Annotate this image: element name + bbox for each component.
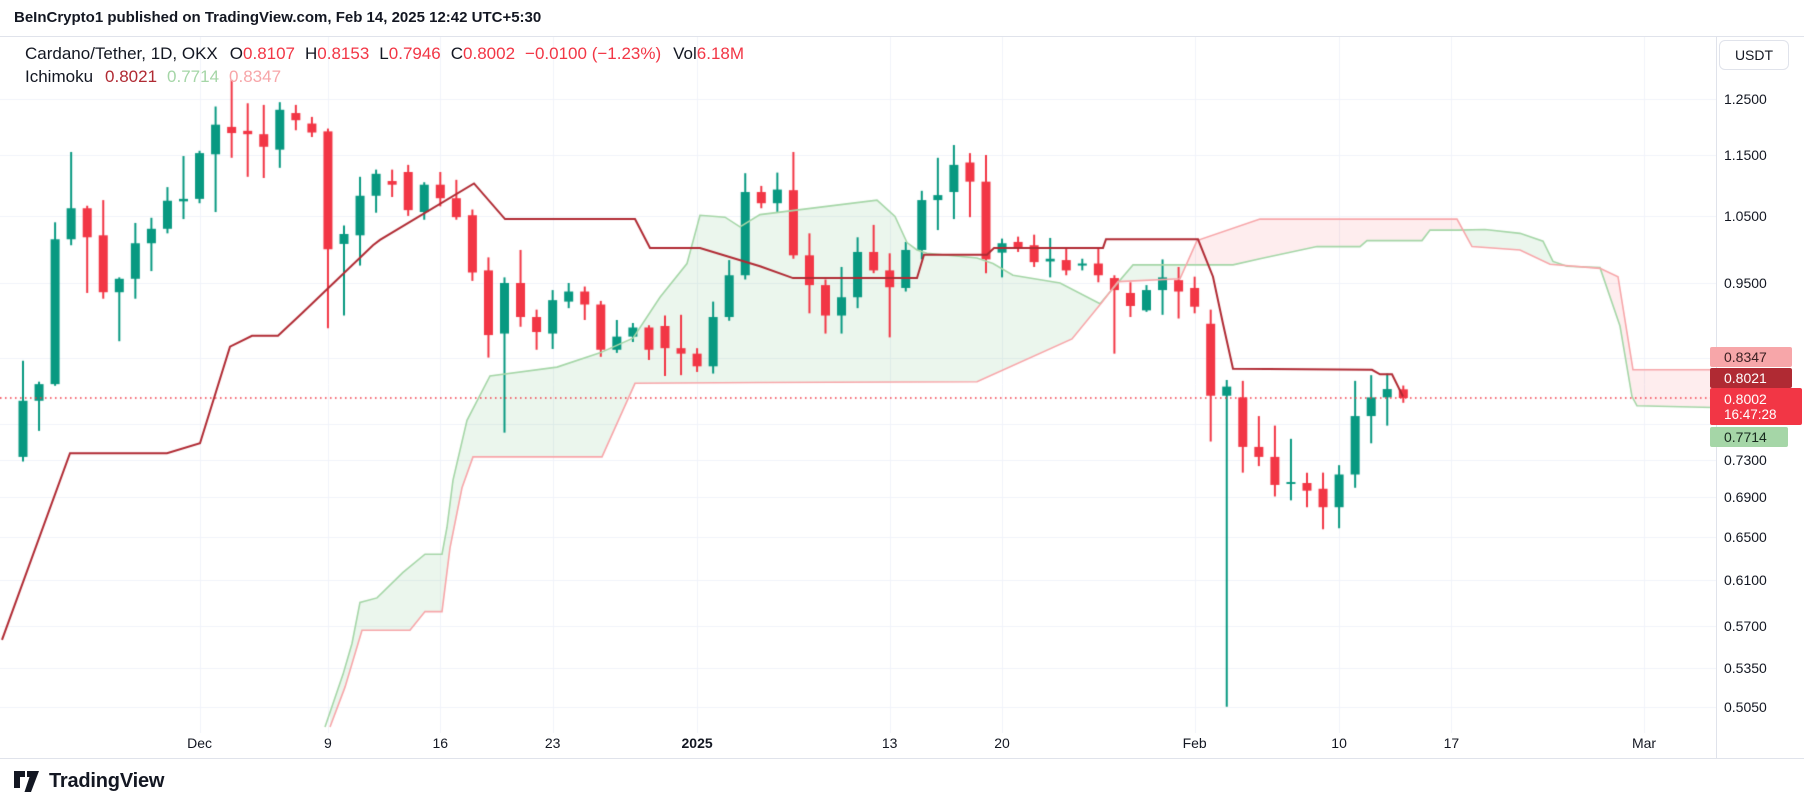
- ohlc-open: O0.8107: [229, 44, 296, 63]
- brand-name[interactable]: TradingView: [49, 770, 165, 792]
- time-axis-label: 2025: [681, 735, 713, 751]
- page-title: BeInCrypto1 published on TradingView.com…: [14, 9, 542, 26]
- price-axis-label: 0.6500: [1724, 529, 1767, 546]
- price-tag: 0.7714: [1710, 427, 1788, 447]
- volume: Vol6.18M: [673, 44, 745, 63]
- price-axis-label: 0.5700: [1724, 617, 1767, 634]
- time-axis-label: Feb: [1182, 735, 1207, 751]
- currency-unit-button[interactable]: USDT: [1719, 40, 1789, 70]
- time-axis-label: 9: [324, 735, 332, 751]
- time-axis-label: 16: [432, 735, 449, 751]
- price-axis-label: 1.2500: [1724, 90, 1767, 107]
- top-bar: BeInCrypto1 published on TradingView.com…: [0, 0, 1804, 37]
- price-axis-label: 0.6100: [1724, 572, 1767, 589]
- time-axis-label: Dec: [187, 735, 212, 751]
- indicator-senkou-b-value: 0.8347: [229, 67, 282, 86]
- time-axis-label: 17: [1443, 735, 1460, 751]
- time-axis-label: 20: [994, 735, 1010, 751]
- indicator-senkou-a-value: 0.7714: [167, 67, 220, 86]
- tradingview-logo-icon[interactable]: [14, 770, 40, 793]
- chart-canvas[interactable]: [0, 36, 1716, 733]
- time-axis-label: 10: [1331, 735, 1347, 751]
- price-tag: 0.8347: [1710, 347, 1792, 367]
- time-axis-label: 23: [544, 735, 561, 751]
- ohlc-close: C0.8002: [450, 44, 516, 63]
- change-value: −0.0100 (−1.23%): [525, 44, 662, 63]
- time-axis-label: 13: [881, 735, 898, 751]
- legend-row-symbol[interactable]: Cardano/Tether, 1D, OKX O0.8107 H0.8153 L0.…: [25, 42, 754, 65]
- indicator-kijun-value: 0.8021: [105, 67, 158, 86]
- price-axis-label: 0.5050: [1724, 698, 1767, 715]
- chart-legend: Cardano/Tether, 1D, OKX O0.8107 H0.8153 L0.…: [25, 42, 754, 88]
- price-axis-label: 0.5350: [1724, 660, 1767, 677]
- price-axis-label: 0.6900: [1724, 489, 1767, 506]
- price-tag: 0.8021: [1710, 368, 1792, 388]
- price-tag: 0.8002 16:47:28: [1710, 388, 1802, 425]
- time-axis-label: Mar: [1631, 735, 1657, 751]
- legend-row-indicator[interactable]: Ichimoku 0.8021 0.7714 0.8347: [25, 65, 754, 88]
- ohlc-high: H0.8153: [305, 44, 370, 63]
- price-axis-label: 0.7300: [1724, 451, 1767, 468]
- footer-bar: TradingView: [0, 758, 1804, 803]
- price-axis-label: 1.0500: [1724, 207, 1767, 224]
- price-axis-label: 1.1500: [1724, 146, 1767, 163]
- time-axis[interactable]: Dec 9 16 23 2025 13 20 Feb 10 17 Mar: [0, 733, 1716, 758]
- ohlc-low: L0.7946: [379, 44, 441, 63]
- indicator-name[interactable]: Ichimoku: [25, 67, 94, 86]
- price-axis-label: 0.9500: [1724, 274, 1767, 291]
- symbol-label[interactable]: Cardano/Tether, 1D, OKX: [25, 44, 218, 63]
